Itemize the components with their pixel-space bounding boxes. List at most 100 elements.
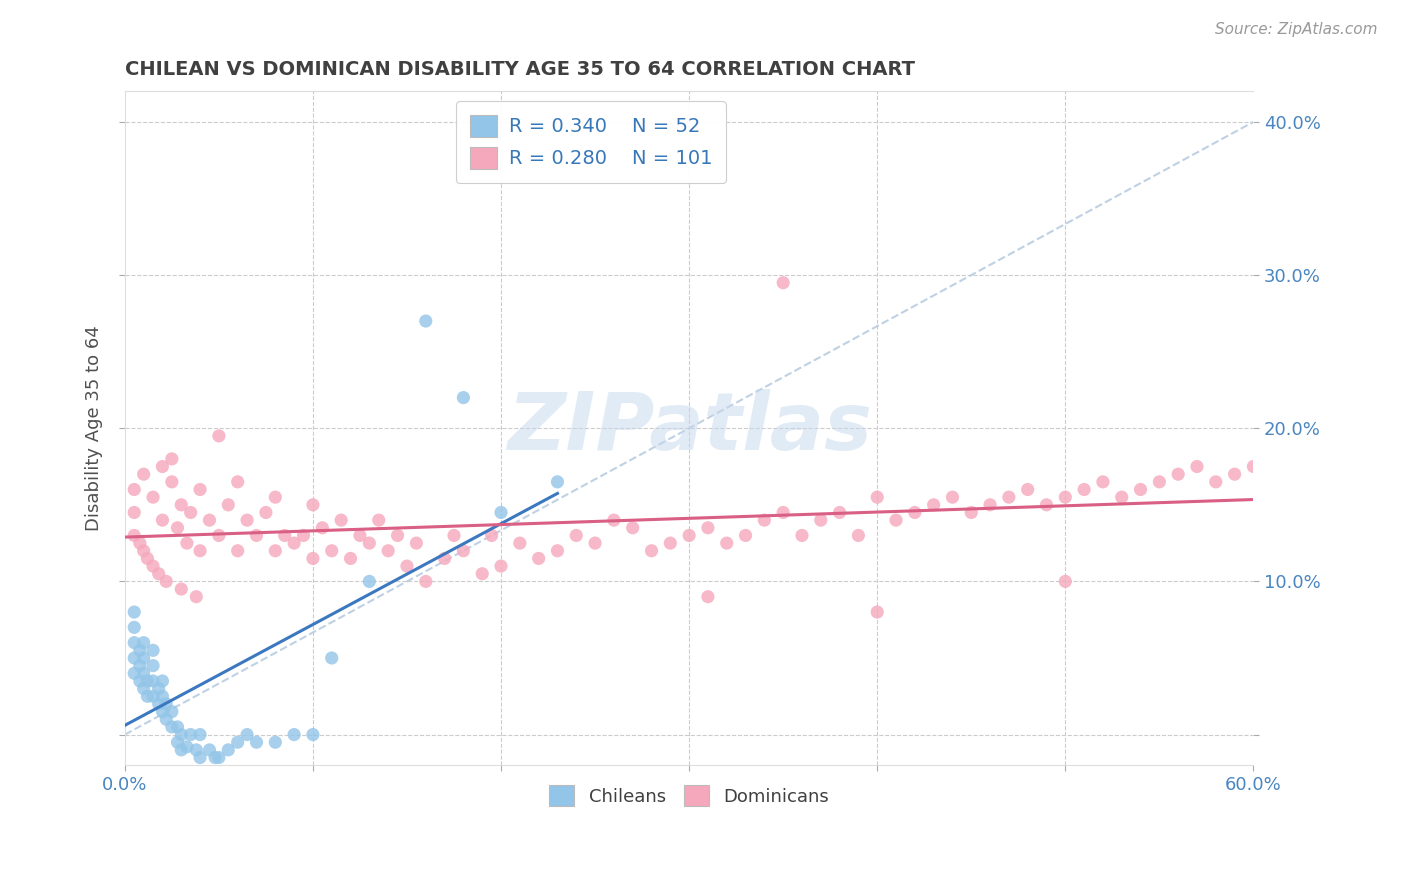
Point	[160, 705, 183, 719]
Point	[433, 551, 456, 566]
Point	[204, 750, 226, 764]
Point	[155, 712, 177, 726]
Point	[176, 739, 198, 754]
Point	[960, 506, 983, 520]
Point	[790, 528, 813, 542]
Point	[546, 475, 568, 489]
Point	[148, 566, 170, 581]
Point	[217, 743, 239, 757]
Point	[1149, 475, 1171, 489]
Point	[136, 673, 159, 688]
Point	[302, 551, 325, 566]
Point	[1167, 467, 1189, 482]
Point	[142, 559, 165, 574]
Point	[160, 451, 183, 466]
Point	[884, 513, 907, 527]
Point	[186, 590, 208, 604]
Point	[180, 728, 202, 742]
Point	[1017, 483, 1039, 497]
Text: Source: ZipAtlas.com: Source: ZipAtlas.com	[1215, 22, 1378, 37]
Point	[395, 559, 418, 574]
Legend: Chileans, Dominicans: Chileans, Dominicans	[541, 778, 837, 814]
Point	[198, 513, 221, 527]
Point	[311, 521, 333, 535]
Point	[170, 498, 193, 512]
Point	[527, 551, 550, 566]
Point	[132, 543, 155, 558]
Point	[132, 681, 155, 696]
Point	[152, 690, 174, 704]
Point	[321, 651, 343, 665]
Point	[772, 506, 794, 520]
Point	[321, 543, 343, 558]
Point	[166, 521, 188, 535]
Point	[122, 635, 145, 649]
Point	[1241, 459, 1264, 474]
Point	[273, 528, 295, 542]
Point	[546, 543, 568, 558]
Point	[245, 528, 267, 542]
Point	[292, 528, 315, 542]
Point	[122, 666, 145, 681]
Point	[170, 582, 193, 596]
Point	[148, 697, 170, 711]
Point	[188, 543, 211, 558]
Point	[122, 528, 145, 542]
Point	[922, 498, 945, 512]
Point	[236, 728, 259, 742]
Point	[188, 750, 211, 764]
Point	[866, 490, 889, 504]
Point	[245, 735, 267, 749]
Point	[176, 536, 198, 550]
Point	[188, 728, 211, 742]
Point	[489, 506, 512, 520]
Point	[208, 429, 231, 443]
Point	[264, 735, 287, 749]
Point	[128, 536, 150, 550]
Point	[136, 551, 159, 566]
Point	[640, 543, 662, 558]
Point	[941, 490, 963, 504]
Point	[152, 673, 174, 688]
Point	[122, 620, 145, 634]
Point	[283, 536, 305, 550]
Point	[208, 528, 231, 542]
Point	[302, 498, 325, 512]
Point	[170, 743, 193, 757]
Point	[716, 536, 738, 550]
Point	[509, 536, 531, 550]
Point	[359, 536, 381, 550]
Point	[387, 528, 409, 542]
Point	[142, 673, 165, 688]
Point	[132, 666, 155, 681]
Point	[697, 521, 720, 535]
Point	[152, 513, 174, 527]
Point	[170, 728, 193, 742]
Point	[198, 743, 221, 757]
Point	[1073, 483, 1095, 497]
Point	[155, 574, 177, 589]
Point	[471, 566, 494, 581]
Point	[565, 528, 588, 542]
Point	[128, 658, 150, 673]
Point	[754, 513, 776, 527]
Point	[367, 513, 389, 527]
Point	[226, 543, 249, 558]
Point	[1185, 459, 1208, 474]
Point	[128, 673, 150, 688]
Point	[217, 498, 239, 512]
Point	[481, 528, 503, 542]
Point	[132, 635, 155, 649]
Point	[166, 735, 188, 749]
Point	[122, 506, 145, 520]
Point	[302, 728, 325, 742]
Point	[1111, 490, 1133, 504]
Point	[349, 528, 371, 542]
Point	[453, 543, 475, 558]
Point	[152, 459, 174, 474]
Point	[128, 643, 150, 657]
Point	[208, 750, 231, 764]
Point	[1205, 475, 1227, 489]
Point	[583, 536, 606, 550]
Point	[1129, 483, 1152, 497]
